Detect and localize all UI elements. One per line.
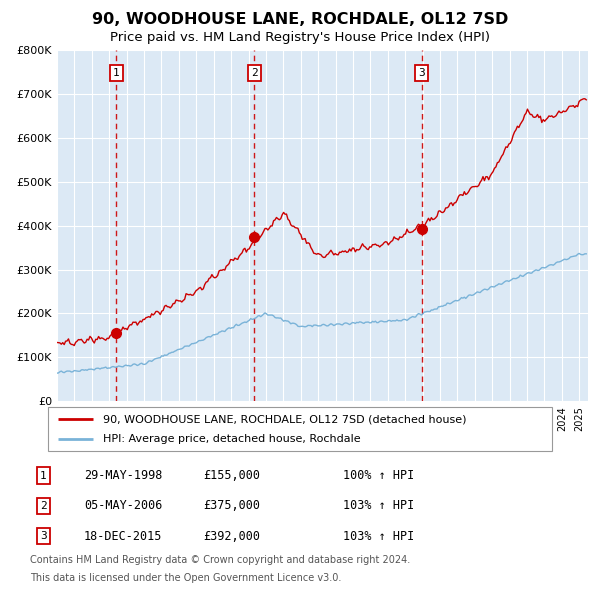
Text: £375,000: £375,000	[203, 499, 260, 512]
Text: £392,000: £392,000	[203, 530, 260, 543]
Text: Price paid vs. HM Land Registry's House Price Index (HPI): Price paid vs. HM Land Registry's House …	[110, 31, 490, 44]
Text: 2: 2	[40, 501, 47, 511]
Text: This data is licensed under the Open Government Licence v3.0.: This data is licensed under the Open Gov…	[30, 573, 341, 584]
Text: 18-DEC-2015: 18-DEC-2015	[84, 530, 163, 543]
Text: 90, WOODHOUSE LANE, ROCHDALE, OL12 7SD: 90, WOODHOUSE LANE, ROCHDALE, OL12 7SD	[92, 12, 508, 27]
Text: 05-MAY-2006: 05-MAY-2006	[84, 499, 163, 512]
FancyBboxPatch shape	[48, 407, 552, 451]
Text: 100% ↑ HPI: 100% ↑ HPI	[343, 469, 415, 482]
Text: 3: 3	[419, 68, 425, 78]
Text: 103% ↑ HPI: 103% ↑ HPI	[343, 530, 415, 543]
Text: 1: 1	[40, 471, 47, 481]
Text: 103% ↑ HPI: 103% ↑ HPI	[343, 499, 415, 512]
Text: 1: 1	[113, 68, 120, 78]
Text: £155,000: £155,000	[203, 469, 260, 482]
Text: HPI: Average price, detached house, Rochdale: HPI: Average price, detached house, Roch…	[103, 434, 361, 444]
Text: Contains HM Land Registry data © Crown copyright and database right 2024.: Contains HM Land Registry data © Crown c…	[30, 555, 410, 565]
Text: 90, WOODHOUSE LANE, ROCHDALE, OL12 7SD (detached house): 90, WOODHOUSE LANE, ROCHDALE, OL12 7SD (…	[103, 414, 467, 424]
Text: 29-MAY-1998: 29-MAY-1998	[84, 469, 163, 482]
Text: 2: 2	[251, 68, 258, 78]
Text: 3: 3	[40, 531, 47, 541]
